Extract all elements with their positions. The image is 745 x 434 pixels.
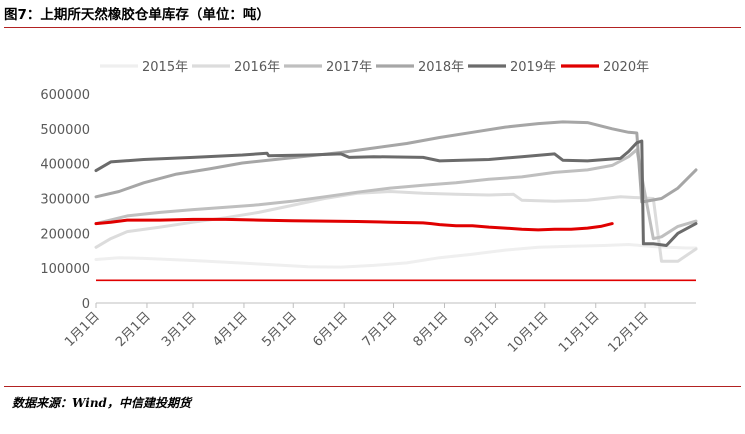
series-line-2020年 — [94, 217, 614, 232]
line-chart: 2015年 2016年 2017年 2018年 2019年 2020年 0 100000 200… — [40, 60, 698, 356]
series-line-2018年 — [94, 120, 698, 204]
y-tick-label: 500000 — [40, 123, 90, 138]
x-tick-label: 12月1日 — [605, 309, 652, 356]
x-tick-label: 2月1日 — [113, 309, 154, 350]
legend-label: 2015年 — [142, 60, 188, 75]
series-line-2016年 — [94, 190, 698, 263]
legend-label: 2018年 — [418, 60, 464, 75]
y-tick-label: 0 — [82, 297, 90, 312]
x-tick-label: 9月1日 — [462, 309, 503, 350]
y-tick-label: 300000 — [40, 193, 90, 208]
series-line-2015年 — [94, 243, 698, 269]
x-tick-label: 7月1日 — [360, 309, 401, 350]
x-tick-label: 10月1日 — [505, 309, 552, 356]
y-tick-label: 200000 — [40, 227, 90, 242]
legend-label: 2019年 — [510, 60, 556, 75]
source-note: 数据来源：Wind，中信建投期货 — [12, 396, 191, 410]
y-tick-label: 600000 — [40, 88, 90, 103]
series-line-2019年 — [94, 139, 698, 247]
x-tick-label: 1月1日 — [62, 309, 103, 350]
x-tick-label: 6月1日 — [310, 309, 351, 350]
legend-label: 2020年 — [603, 60, 649, 75]
y-tick-label: 100000 — [40, 262, 90, 277]
legend-label: 2017年 — [326, 60, 372, 75]
title-divider — [4, 27, 741, 28]
chart-area: 2015年 2016年 2017年 2018年 2019年 2020年 0 100000 200… — [4, 30, 741, 382]
x-tick-label: 4月1日 — [210, 309, 251, 350]
x-tick-label: 8月1日 — [411, 309, 452, 350]
x-tick-label: 11月1日 — [556, 309, 603, 356]
y-tick-label: 400000 — [40, 158, 90, 173]
x-tick-label: 3月1日 — [159, 309, 200, 350]
x-tick-label: 5月1日 — [259, 309, 300, 350]
legend-label: 2016年 — [234, 60, 280, 75]
source-divider — [4, 386, 741, 387]
figure-title: 图7：上期所天然橡胶仓单库存（单位：吨） — [4, 7, 270, 23]
